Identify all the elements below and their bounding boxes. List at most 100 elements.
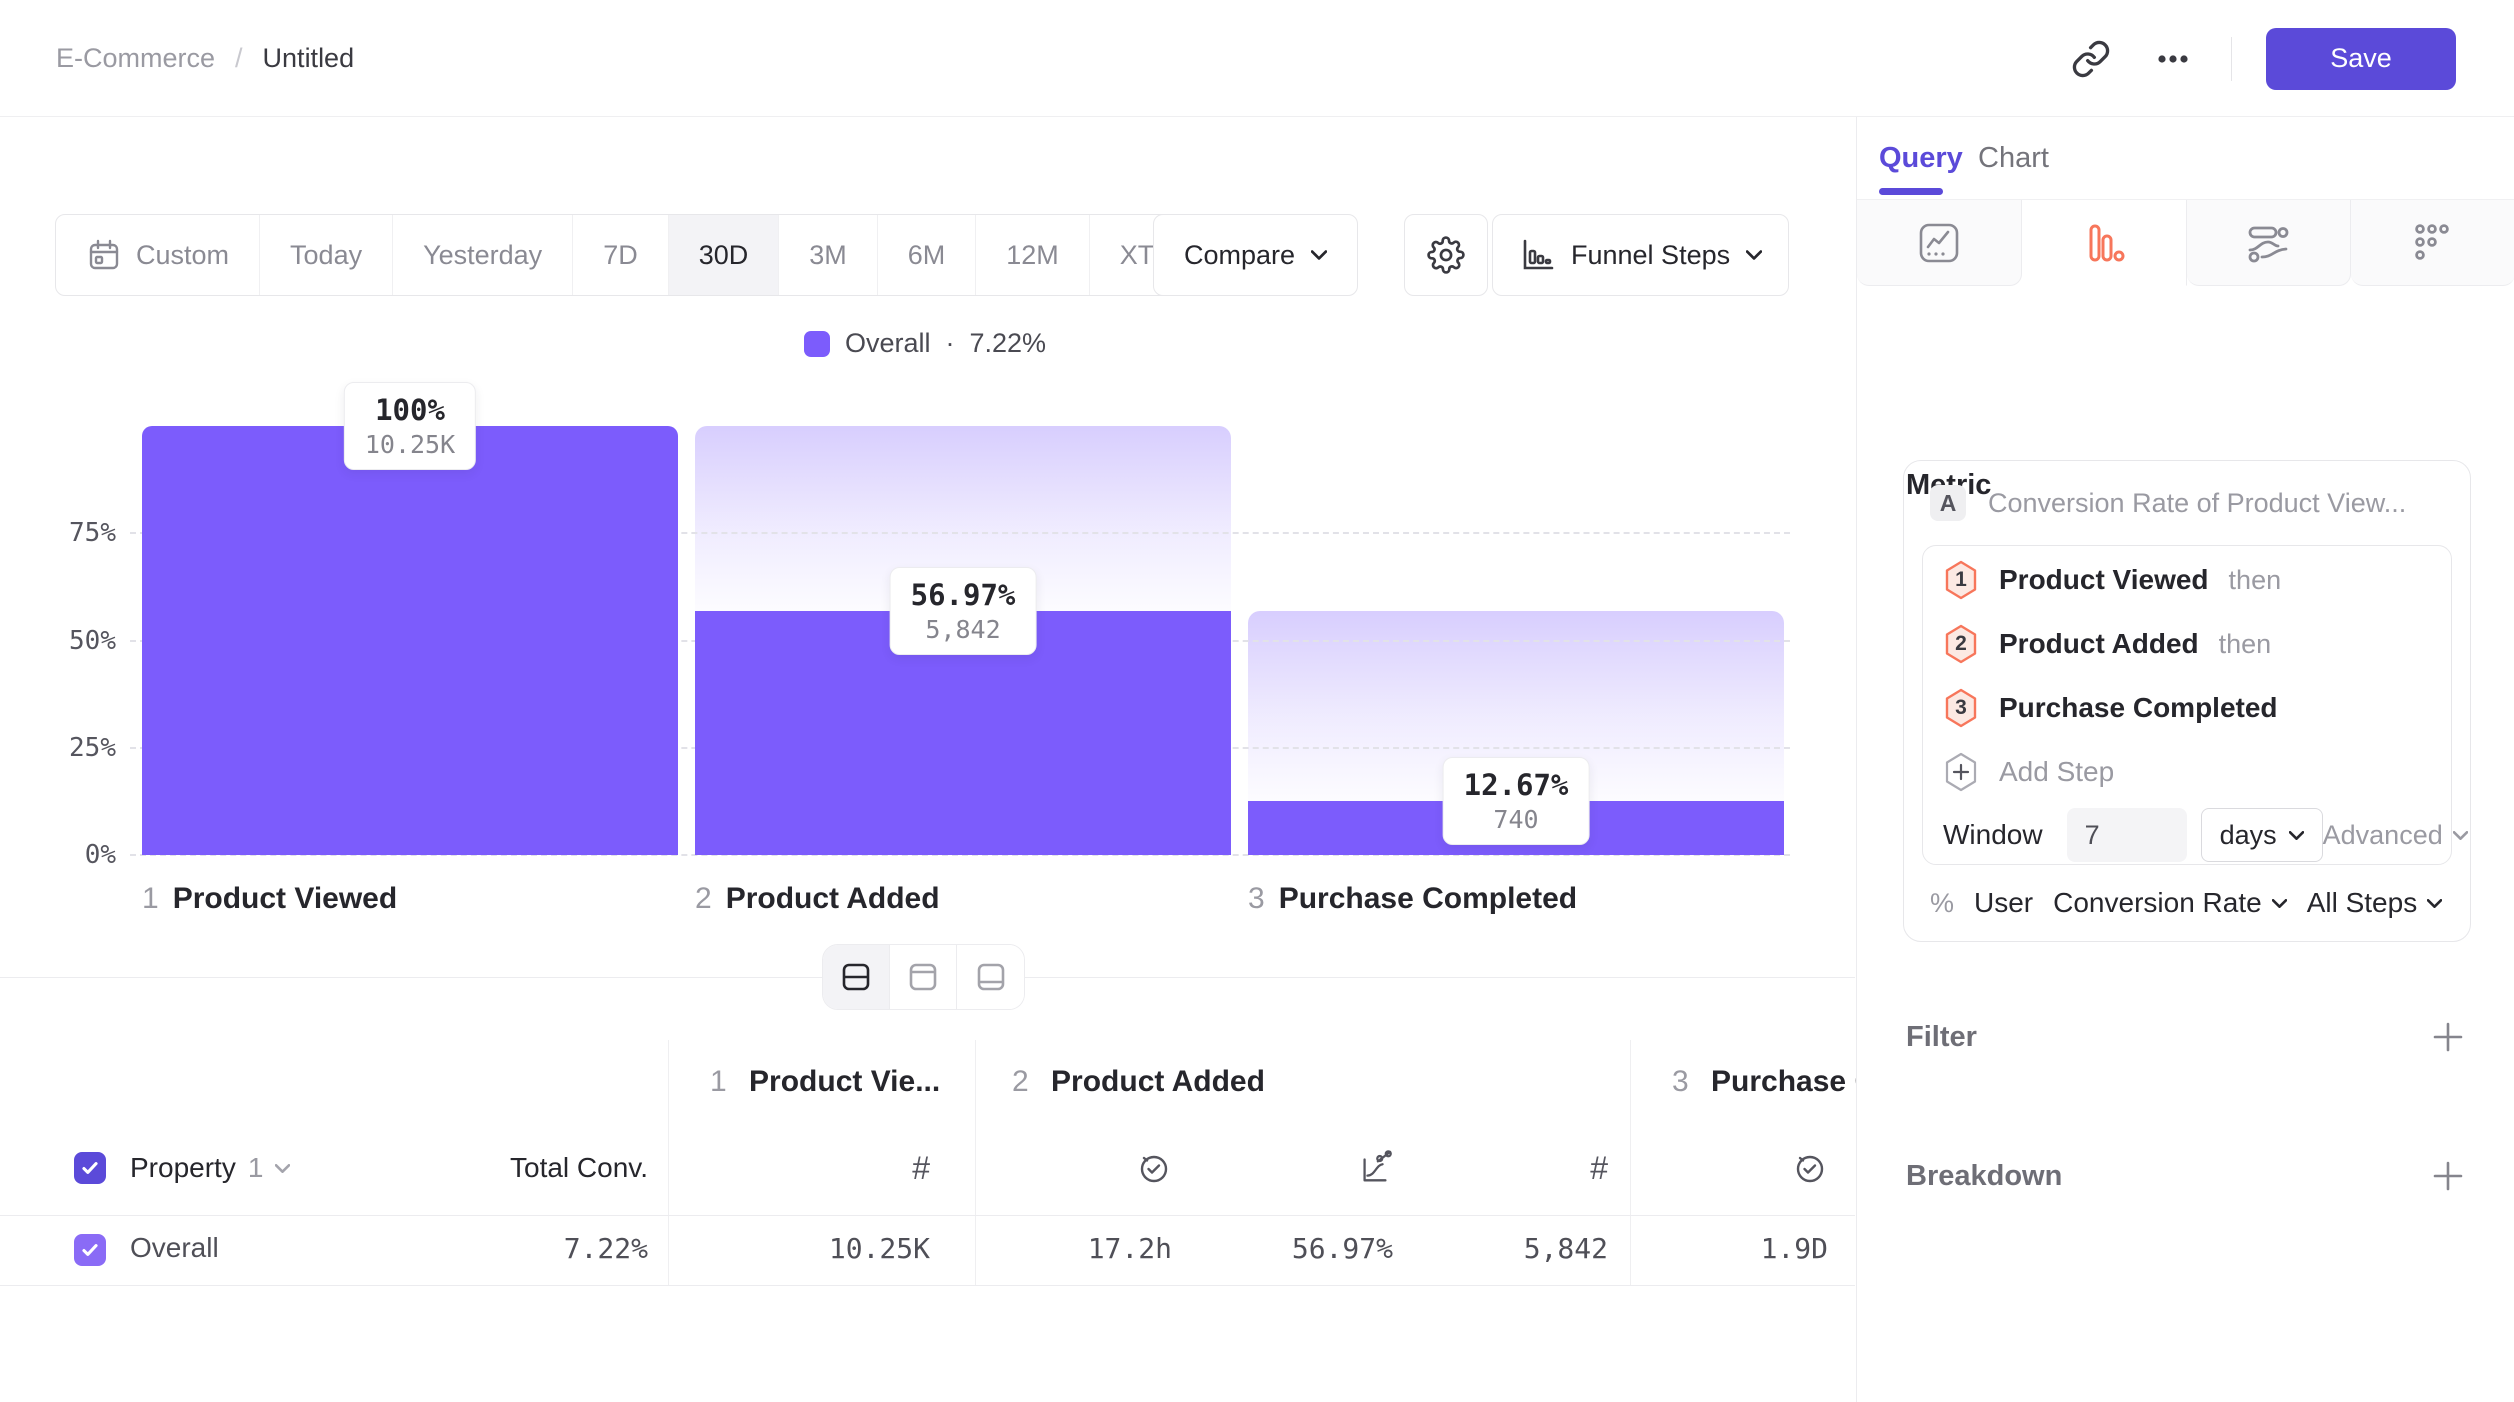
measurement-row: % User Conversion Rate All Steps [1904,865,2470,941]
table-row-divider [0,1285,1855,1286]
range-label: Custom [136,239,230,270]
funnel-step-1[interactable]: 1 Product Viewed then [1943,548,2451,612]
save-button[interactable]: Save [2266,27,2456,90]
breadcrumb-parent[interactable]: E-Commerce [56,42,216,73]
funnel-step-2[interactable]: 2 Product Added then [1943,612,2451,676]
step-hexagon: 3 [1943,688,1979,728]
table-column-divider [668,1040,669,1285]
chart-type-retention[interactable] [2351,200,2514,286]
layout-chart-only-button[interactable] [890,945,957,1009]
scope-label: All Steps [2306,887,2418,918]
breadcrumb-current[interactable]: Untitled [262,42,355,73]
chart-type-flows[interactable] [2186,200,2352,286]
flows-icon [2245,220,2291,266]
layout-split-button[interactable] [823,945,890,1009]
step-suffix: then [2218,628,2272,659]
entity-label: User [1974,887,2034,918]
date-range-selector: Custom Today Yesterday 7D 30D 3M 6M 12M … [55,214,1237,296]
compare-button[interactable]: Compare [1153,214,1359,296]
filter-section: Filter [1906,1015,2466,1059]
avg-time-icon[interactable] [1136,1148,1172,1188]
step-event-label: Product Added [1999,628,2199,659]
insights-icon [1916,220,1962,266]
ellipsis-icon [2153,39,2193,79]
step-name: Product Vie... [749,1065,941,1098]
chart-type-insights[interactable] [1857,200,2022,286]
table-only-icon [975,961,1007,993]
metric-label: Conversion Rate [2053,887,2262,918]
chart-type-funnels[interactable] [2021,200,2187,286]
uniques-count-icon[interactable]: # [912,1149,930,1186]
uniques-count-icon[interactable]: # [1590,1149,1608,1186]
range-3m[interactable]: 3M [779,215,878,295]
funnels-icon [2081,220,2127,266]
tab-query[interactable]: Query [1879,141,1963,174]
chevron-down-icon [2427,898,2443,908]
property-selector[interactable]: Property 1 [130,1150,291,1186]
range-7d[interactable]: 7D [573,215,669,295]
measurement-metric-selector[interactable]: Conversion Rate [2053,887,2287,919]
copy-link-button[interactable] [2067,35,2115,83]
gridline-75% [130,532,1790,535]
retention-icon [2410,220,2456,266]
layout-table-only-button[interactable] [957,945,1024,1009]
window-label: Window [1943,819,2043,850]
filter-heading: Filter [1906,1020,1977,1053]
add-breakdown-button[interactable] [2430,1158,2466,1194]
window-size-input[interactable] [2066,808,2187,862]
row-cell: 56.97% [1291,1232,1393,1265]
row-cell: 1.9D [1760,1232,1828,1265]
table-header-divider [0,1215,1855,1216]
legend-swatch [803,330,830,357]
step-number: 2 [1955,632,1967,655]
chevron-down-icon [1746,250,1763,260]
bar-value-card-2: 56.97% 5,842 [889,566,1037,655]
range-yesterday[interactable]: Yesterday [393,215,574,295]
range-label: Today [290,239,363,270]
add-filter-button[interactable] [2430,1019,2466,1055]
range-12m[interactable]: 12M [976,215,1090,295]
measurement-entity[interactable]: User [1974,887,2033,919]
funnel-plot: 100% 10.25K 56.97% 5,842 12.67% 740 [130,382,1790,856]
avg-time-icon[interactable] [1792,1148,1828,1188]
legend-separator: · [945,328,955,358]
step-number: 3 [1955,696,1967,719]
funnel-bar-1[interactable] [142,426,678,855]
range-label: Yesterday [423,239,543,270]
range-custom[interactable]: Custom [56,215,261,295]
window-unit-label: days [2219,819,2277,850]
metric-series-row[interactable]: A Conversion Rate of Product View... [1904,461,2470,545]
range-today[interactable]: Today [260,215,394,295]
funnel-step-3[interactable]: 3 Purchase Completed [1943,676,2451,740]
row-name[interactable]: Overall [130,1232,219,1263]
header-actions: Save [2067,0,2456,117]
table-step-header-2: 2 Product Added [1012,1062,1265,1102]
chevron-down-icon [2271,898,2287,908]
chart-settings-button[interactable] [1404,214,1488,296]
row-checkbox[interactable] [74,1234,106,1266]
range-30d[interactable]: 30D [668,215,780,295]
range-label: 6M [907,239,946,270]
conversion-rate-icon[interactable] [1357,1148,1393,1188]
range-label: 30D [698,239,749,270]
window-unit-selector[interactable]: days [2200,808,2323,862]
breadcrumb-separator: / [235,42,243,73]
advanced-toggle[interactable]: Advanced [2323,820,2468,851]
step-number: 1 [1955,568,1967,591]
total-conv-header[interactable]: Total Conv. [510,1152,648,1183]
add-step-button[interactable]: Add Step [1943,740,2451,804]
tab-chart[interactable]: Chart [1978,141,2049,174]
y-tick-label: 25% [69,732,116,763]
series-letter-badge: A [1930,485,1966,521]
visualization-selector[interactable]: Funnel Steps [1492,214,1790,296]
more-options-button[interactable] [2149,35,2197,83]
row-cell: 17.2h [1087,1232,1172,1265]
step-axis-label-1: 1 Product Viewed [142,882,398,915]
add-step-label: Add Step [1999,756,2115,787]
split-view-icon [840,961,872,993]
row-cell: 5,842 [1523,1232,1608,1265]
select-all-checkbox[interactable] [74,1152,106,1184]
measurement-scope-selector[interactable]: All Steps [2307,887,2443,919]
x-axis: 1 Product Viewed 2 Product Added 3 Purchase C… [130,881,1790,921]
range-6m[interactable]: 6M [878,215,977,295]
